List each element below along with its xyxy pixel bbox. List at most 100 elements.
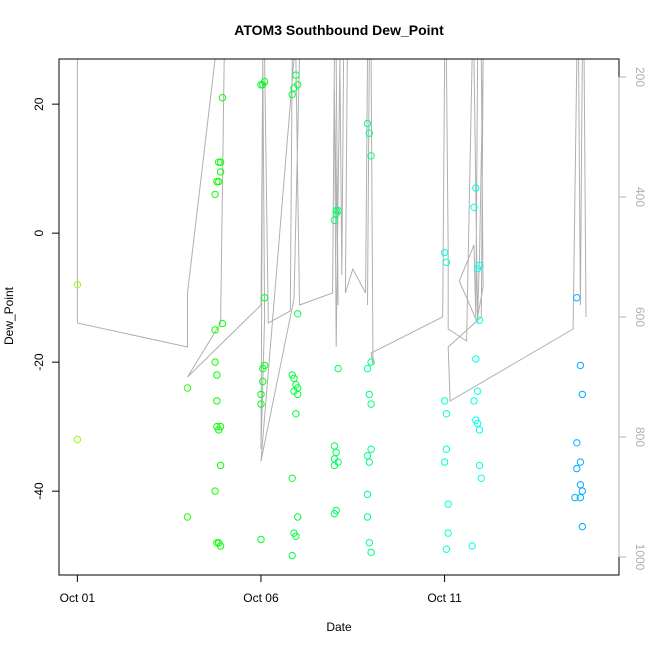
data-point-65 (367, 152, 375, 160)
right-tick-label-1: 400 (633, 187, 647, 207)
data-point-75 (365, 539, 373, 547)
data-point-64 (365, 129, 373, 137)
data-point-95 (473, 419, 482, 428)
data-point-34 (288, 90, 296, 99)
data-point-1 (73, 435, 82, 444)
y-tick-label-1: 0 (32, 230, 46, 237)
data-point-16 (211, 190, 219, 199)
data-point-60 (330, 461, 339, 470)
data-point-104 (576, 458, 585, 466)
data-point-86 (470, 203, 478, 212)
points-layer (73, 71, 586, 560)
data-point-45 (292, 410, 300, 418)
data-point-109 (576, 493, 585, 502)
data-point-56 (330, 442, 339, 450)
y-tick-label-0: 20 (32, 97, 46, 111)
data-point-70 (363, 452, 372, 460)
data-point-18 (215, 177, 223, 186)
data-point-69 (367, 400, 375, 408)
data-point-66 (367, 358, 375, 366)
data-point-55 (334, 364, 342, 373)
data-point-10 (216, 422, 225, 431)
data-point-84 (444, 529, 452, 537)
data-point-110 (578, 522, 586, 531)
data-point-33 (257, 535, 265, 544)
data-point-11 (216, 461, 225, 470)
data-point-2 (183, 384, 192, 392)
y-tick-label-3: -40 (32, 482, 46, 500)
data-point-23 (218, 319, 227, 328)
data-point-15 (216, 542, 225, 550)
data-point-29 (260, 361, 269, 370)
y-axis-label: Dew_Point (2, 286, 16, 345)
data-point-3 (183, 513, 192, 521)
data-point-36 (292, 71, 300, 79)
data-point-19 (216, 168, 225, 176)
data-point-57 (332, 448, 340, 457)
chart-title: ATOM3 Southbound Dew_Point (234, 22, 444, 38)
data-point-91 (472, 355, 480, 363)
data-point-72 (365, 458, 373, 466)
data-point-81 (442, 445, 451, 453)
data-point-97 (475, 461, 484, 470)
data-point-44 (294, 390, 302, 399)
data-point-27 (260, 294, 269, 302)
data-point-31 (257, 390, 265, 399)
data-point-53 (334, 206, 342, 215)
y-tick-label-2: -20 (32, 353, 46, 371)
data-point-63 (363, 119, 372, 128)
data-point-40 (290, 374, 298, 382)
data-point-5 (211, 358, 219, 366)
data-point-50 (288, 551, 296, 560)
data-point-106 (576, 481, 585, 489)
right-tick-label-4: 1000 (633, 544, 647, 571)
data-point-47 (294, 513, 302, 521)
data-point-46 (288, 474, 296, 482)
data-point-107 (578, 487, 586, 495)
data-point-4 (211, 326, 219, 334)
pressure-line (76, 58, 587, 462)
data-point-21 (216, 158, 225, 166)
data-point-7 (213, 397, 221, 405)
x-axis: Oct 01 Oct 06 Oct 11 (60, 574, 462, 605)
data-point-99 (468, 542, 476, 550)
data-point-98 (477, 474, 485, 482)
data-point-93 (470, 397, 478, 405)
pressure-line-layer (76, 58, 587, 462)
data-point-102 (578, 390, 586, 399)
data-point-108 (571, 493, 579, 502)
data-point-74 (363, 513, 372, 521)
data-point-71 (367, 445, 375, 453)
data-point-77 (440, 248, 449, 257)
data-point-0 (73, 281, 82, 289)
data-point-32 (257, 400, 265, 408)
x-axis-label: Date (326, 620, 352, 634)
right-tick-label-3: 800 (633, 427, 647, 447)
data-point-82 (440, 458, 449, 466)
data-point-92 (473, 387, 482, 395)
data-point-90 (475, 316, 484, 324)
right-tick-label-2: 600 (633, 307, 647, 327)
data-point-96 (475, 426, 484, 434)
data-point-30 (259, 377, 267, 386)
data-point-76 (367, 548, 375, 557)
y-axis: 20 0 -20 -40 (32, 97, 60, 500)
right-axis: 200 400 600 800 1000 (618, 67, 647, 571)
data-point-12 (211, 487, 219, 495)
data-point-26 (260, 77, 269, 86)
data-point-89 (475, 261, 484, 270)
data-point-37 (294, 81, 302, 89)
x-tick-label-2: Oct 11 (427, 591, 462, 605)
data-point-103 (573, 439, 581, 447)
data-point-105 (573, 464, 581, 473)
data-point-101 (576, 361, 585, 370)
right-tick-label-0: 200 (633, 67, 647, 87)
data-point-100 (573, 294, 581, 302)
data-point-79 (440, 397, 449, 405)
data-point-22 (218, 94, 227, 102)
data-point-62 (330, 510, 339, 518)
x-tick-label-0: Oct 01 (60, 591, 96, 605)
data-point-67 (363, 364, 372, 373)
data-point-6 (213, 371, 221, 379)
